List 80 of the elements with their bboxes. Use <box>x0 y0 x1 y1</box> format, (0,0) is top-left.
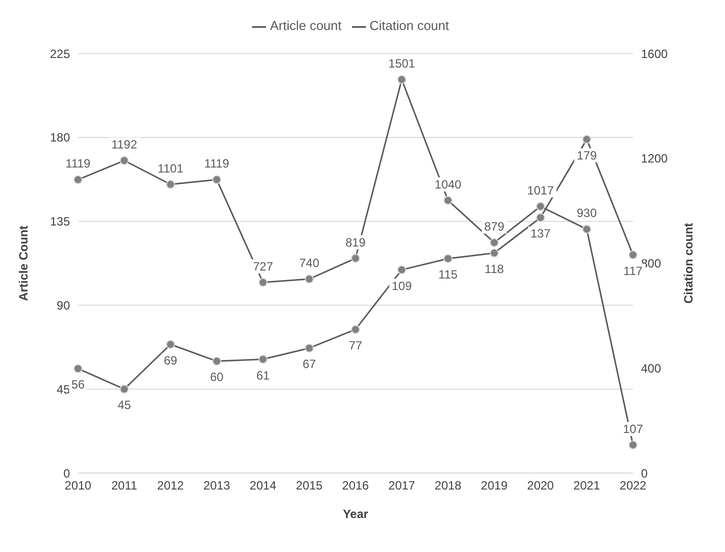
data-label: 179 <box>576 148 598 162</box>
point <box>120 156 129 166</box>
data-label: 1501 <box>388 56 416 71</box>
y-tick-label: 0 <box>63 466 70 480</box>
point <box>74 175 82 184</box>
point <box>628 250 638 260</box>
legend-label: Citation count <box>370 18 450 33</box>
data-label: 56 <box>71 378 85 392</box>
data-label: 1101 <box>158 161 184 176</box>
x-tick-label: 2011 <box>111 478 138 493</box>
y2-tick-label: 0 <box>641 466 648 480</box>
point <box>536 213 545 222</box>
x-tick-label: 2020 <box>527 478 554 493</box>
data-label: 69 <box>164 353 178 368</box>
y2-tick-label: 400 <box>641 361 662 376</box>
point <box>212 356 222 366</box>
point <box>444 196 452 205</box>
y-tick-label: 225 <box>50 46 70 61</box>
data-label: 109 <box>392 278 412 293</box>
point <box>490 238 499 248</box>
x-tick-label: 2016 <box>342 478 370 493</box>
point <box>258 278 268 287</box>
data-label: 740 <box>299 256 320 270</box>
x-tick-label: 2013 <box>203 478 230 493</box>
data-label: 118 <box>484 262 504 276</box>
data-label: 819 <box>345 235 366 250</box>
point <box>212 175 222 184</box>
data-label: 137 <box>530 226 551 241</box>
y-axis-title: Article Count <box>16 226 30 301</box>
legend-label: Article count <box>270 18 342 33</box>
point <box>120 384 129 394</box>
point <box>397 75 406 84</box>
data-label: 879 <box>484 220 505 234</box>
point <box>582 134 592 144</box>
x-tick-label: 2017 <box>388 478 416 493</box>
data-label: 60 <box>210 370 224 384</box>
x-tick-label: 2010 <box>64 478 92 493</box>
x-tick-label: 2019 <box>480 478 508 493</box>
point <box>351 254 360 263</box>
point <box>74 364 82 374</box>
y-tick-label: 45 <box>56 382 70 396</box>
data-label: 45 <box>118 398 132 412</box>
x-tick-label: 2012 <box>157 478 184 493</box>
data-label: 1119 <box>66 156 91 171</box>
point <box>397 265 406 274</box>
x-tick-label: 2018 <box>434 478 462 493</box>
data-label: 107 <box>622 422 644 436</box>
data-label: 1040 <box>434 177 462 192</box>
data-label: 930 <box>576 206 598 220</box>
x-tick-label: 2015 <box>296 478 323 493</box>
data-label: 77 <box>348 338 362 352</box>
x-tick-label: 2014 <box>250 478 277 493</box>
point <box>166 180 175 189</box>
data-label: 117 <box>623 264 643 278</box>
point <box>490 248 499 258</box>
point <box>304 274 314 284</box>
data-label: 115 <box>438 268 458 282</box>
data-label: 61 <box>256 368 270 382</box>
point <box>582 224 592 234</box>
x-tick-label: 2022 <box>620 478 647 493</box>
point <box>536 202 545 211</box>
x-axis-title: Year <box>342 507 369 521</box>
point <box>304 344 314 353</box>
point <box>628 440 638 450</box>
y-tick-label: 90 <box>56 298 70 312</box>
point <box>166 340 175 349</box>
y2-tick-label: 1600 <box>641 46 668 61</box>
y2-axis-title: Citation count <box>681 222 696 304</box>
data-label: 727 <box>252 259 274 274</box>
data-label: 67 <box>302 357 316 372</box>
point <box>258 354 268 364</box>
y2-tick-label: 1200 <box>641 152 668 166</box>
x-tick-label: 2021 <box>573 478 600 493</box>
data-label: 1119 <box>204 156 230 171</box>
y-tick-label: 135 <box>50 214 70 229</box>
point <box>444 254 452 264</box>
data-label: 1017 <box>527 183 554 198</box>
data-label: 1192 <box>111 138 138 152</box>
point <box>351 324 360 334</box>
y-tick-label: 180 <box>50 130 70 145</box>
